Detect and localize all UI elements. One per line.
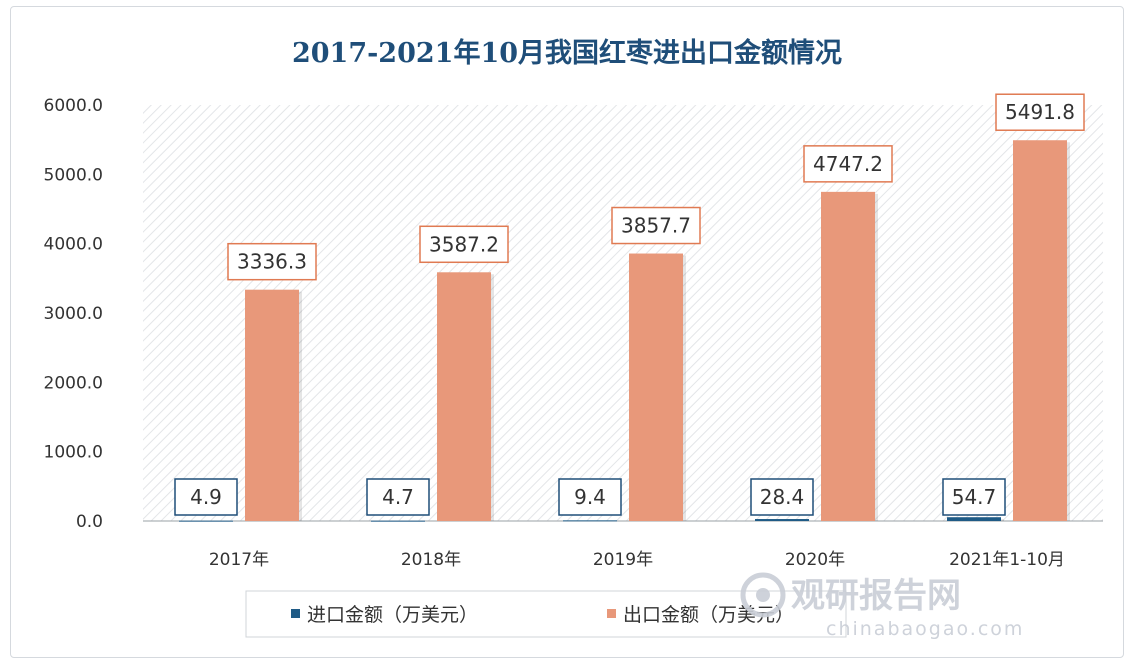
- export-label-box: [419, 225, 509, 264]
- export-value-label: 3587.2: [429, 232, 499, 256]
- watermark: 观研报告网 chinabaogao.com: [740, 572, 1024, 640]
- chart-frame: 2017-2021年10月我国红枣进出口金额情况 0.0 1000.0 2000.0…: [10, 6, 1124, 658]
- legend-swatch-export: [607, 609, 616, 618]
- y-tick-label: 6000.0: [44, 96, 103, 116]
- plot-area: [143, 105, 1103, 521]
- x-category-label: 2019年: [593, 550, 653, 570]
- export-value-label: 3857.7: [621, 214, 691, 238]
- legend: 进口金额（万美元） 出口金额（万美元）: [245, 590, 847, 638]
- x-axis-categories: 2017年 2018年 2019年 2020年 2021年1-10月: [209, 550, 1065, 570]
- bars-group: [179, 140, 1070, 522]
- y-tick-label: 4000.0: [44, 235, 103, 255]
- chart-title: 2017-2021年10月我国红枣进出口金额情况: [292, 37, 842, 69]
- import-bar: [563, 520, 617, 522]
- export-bar: [245, 289, 299, 521]
- import-value-label: 28.4: [760, 485, 805, 509]
- import-value-label: 54.7: [952, 485, 997, 509]
- export-label-box: [227, 242, 317, 281]
- x-category-label: 2020年: [785, 550, 845, 570]
- export-bar: [437, 272, 491, 521]
- watermark-brand-cn: 观研报告网: [791, 576, 961, 616]
- chart-svg: 2017-2021年10月我国红枣进出口金额情况 0.0 1000.0 2000.0…: [44, 37, 1103, 640]
- export-label-box: [803, 145, 893, 183]
- export-bar: [821, 191, 875, 522]
- import-bar: [179, 520, 233, 522]
- export-bar: [629, 253, 683, 521]
- y-tick-label: 3000.0: [44, 304, 103, 324]
- x-category-label: 2018年: [401, 550, 461, 570]
- y-tick-label: 0.0: [76, 512, 103, 532]
- y-tick-label: 2000.0: [44, 373, 103, 393]
- export-label-box: [995, 93, 1085, 131]
- y-axis-ticks: 0.0 1000.0 2000.0 3000.0 4000.0 5000.0 6000.0: [44, 96, 103, 532]
- import-label-box: [942, 478, 1006, 516]
- export-label-box: [611, 206, 701, 245]
- import-bar: [371, 520, 425, 522]
- legend-label-import: 进口金额（万美元）: [307, 604, 478, 626]
- export-value-label: 3336.3: [237, 250, 307, 274]
- import-bar: [947, 517, 1001, 521]
- import-bar: [755, 519, 809, 521]
- import-value-label: 4.9: [190, 485, 222, 509]
- import-label-box: [750, 478, 814, 516]
- y-tick-label: 1000.0: [44, 443, 103, 463]
- import-label-box: [558, 478, 622, 516]
- export-value-label: 5491.8: [1005, 100, 1075, 124]
- data-labels-group: 4.9 3336.3 4.7 3587.2 9.4 3857.7 28.4 4747.2 54.…: [174, 93, 1085, 516]
- import-label-box: [174, 478, 238, 516]
- x-category-label: 2021年1-10月: [949, 550, 1065, 570]
- watermark-logo-icon: [740, 572, 786, 618]
- import-value-label: 9.4: [574, 485, 606, 509]
- import-label-box: [366, 478, 430, 516]
- watermark-brand-en: chinabaogao.com: [826, 618, 1024, 640]
- y-tick-label: 5000.0: [44, 165, 103, 185]
- legend-swatch-import: [291, 609, 300, 618]
- export-value-label: 4747.2: [813, 152, 883, 176]
- x-category-label: 2017年: [209, 550, 269, 570]
- import-value-label: 4.7: [382, 485, 414, 509]
- export-bar: [1013, 140, 1067, 521]
